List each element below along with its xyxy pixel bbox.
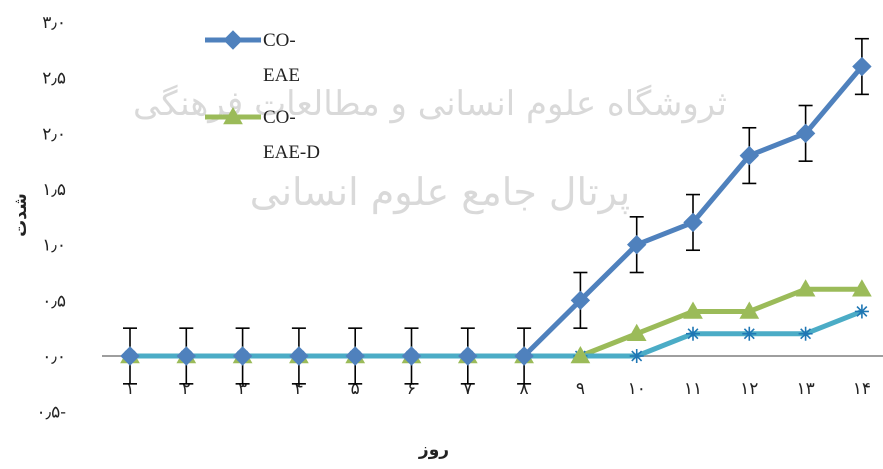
- x-tick-label: ۵: [351, 379, 360, 399]
- watermark: ثروشگاه علوم انسانی و مطالعات فرهنگی پرت…: [133, 84, 727, 215]
- y-tick-label: ۲٫۰: [42, 124, 66, 144]
- x-tick-label: ۴: [294, 379, 303, 399]
- series-2-point: [852, 279, 872, 297]
- y-tick-label: ۳٫۰: [42, 13, 66, 33]
- series-1-point: [739, 145, 760, 166]
- series-3-point: [854, 304, 869, 319]
- legend-swatch-marker: [223, 30, 243, 50]
- series-3-point: [742, 326, 757, 341]
- marker-stroke: [687, 328, 699, 340]
- series-1-point: [120, 346, 140, 366]
- x-tick-label: ۱۴: [853, 379, 871, 399]
- x-tick-label: ۱۲: [740, 379, 758, 399]
- series-1-point: [345, 346, 365, 366]
- marker-stroke: [800, 328, 812, 340]
- series-line-2: [130, 286, 862, 359]
- legend-label: EAE-D: [263, 142, 320, 163]
- y-axis: ۳٫۰ ۲٫۵ ۲٫۰ ۱٫۵ ۱٫۰ ۰٫۵ ۰٫۰ ۰٫۵-: [36, 13, 66, 423]
- legend-label: EAE: [263, 65, 300, 86]
- marker-stroke: [743, 328, 755, 340]
- series-1-point: [626, 234, 647, 255]
- y-tick-label: ۰٫۵: [42, 291, 66, 311]
- series-1-point: [289, 346, 309, 366]
- series-2-point: [570, 345, 591, 364]
- series-3-point: [686, 326, 700, 341]
- legend: CO- EAE CO- EAE-D: [205, 30, 320, 163]
- x-tick-label: ۱۱: [684, 379, 702, 399]
- x-tick-label: ۲: [182, 379, 191, 399]
- watermark-line-2: پرتال جامع علوم انسانی: [250, 170, 630, 215]
- series-3-point: [629, 349, 644, 363]
- series-2-point: [739, 301, 760, 319]
- y-tick-label: ۰٫۰: [42, 347, 66, 367]
- y-tick-label: ۱٫۰: [42, 236, 66, 256]
- series-1-point: [232, 346, 253, 366]
- series-2-point: [626, 323, 647, 341]
- series-1-point: [401, 346, 422, 366]
- series-1-point: [570, 290, 591, 311]
- x-tick-label: ۱۰: [628, 379, 646, 399]
- x-tick-label: ۹: [576, 379, 585, 399]
- x-tick-label: ۷: [463, 379, 472, 399]
- marker-stroke: [856, 306, 868, 317]
- x-tick-label: ۳: [238, 379, 247, 399]
- x-axis-title: روز: [418, 440, 449, 460]
- series-3-point: [798, 326, 813, 341]
- series-2-point: [795, 279, 816, 297]
- y-tick-label: ۲٫۵: [42, 69, 66, 89]
- series-group: [120, 37, 872, 385]
- x-tick-label: ۱۳: [796, 379, 814, 399]
- series-1-point: [683, 212, 703, 233]
- series-1-point: [795, 123, 816, 144]
- series-1-point: [852, 56, 872, 77]
- x-tick-label: ۱: [125, 379, 134, 399]
- series-2-point: [683, 301, 703, 319]
- x-axis: ۱ ۲ ۳ ۴ ۵ ۶ ۷ ۸ ۹ ۱۰ ۱۱ ۱۲ ۱۳ ۱۴: [102, 355, 883, 399]
- legend-label: CO-: [263, 30, 296, 51]
- marker-stroke: [631, 350, 643, 362]
- legend-label: CO-: [263, 107, 296, 128]
- legend-swatch-marker: [223, 106, 243, 125]
- series-1-point: [514, 346, 534, 366]
- series-1-point: [458, 346, 478, 366]
- y-tick-label: ۱٫۵: [42, 180, 66, 200]
- x-tick-label: ۶: [407, 379, 416, 399]
- y-axis-title: شدت: [11, 193, 31, 237]
- y-tick-label: ۰٫۵-: [36, 403, 66, 423]
- series-1-point: [176, 346, 197, 366]
- x-tick-label: ۸: [520, 379, 529, 399]
